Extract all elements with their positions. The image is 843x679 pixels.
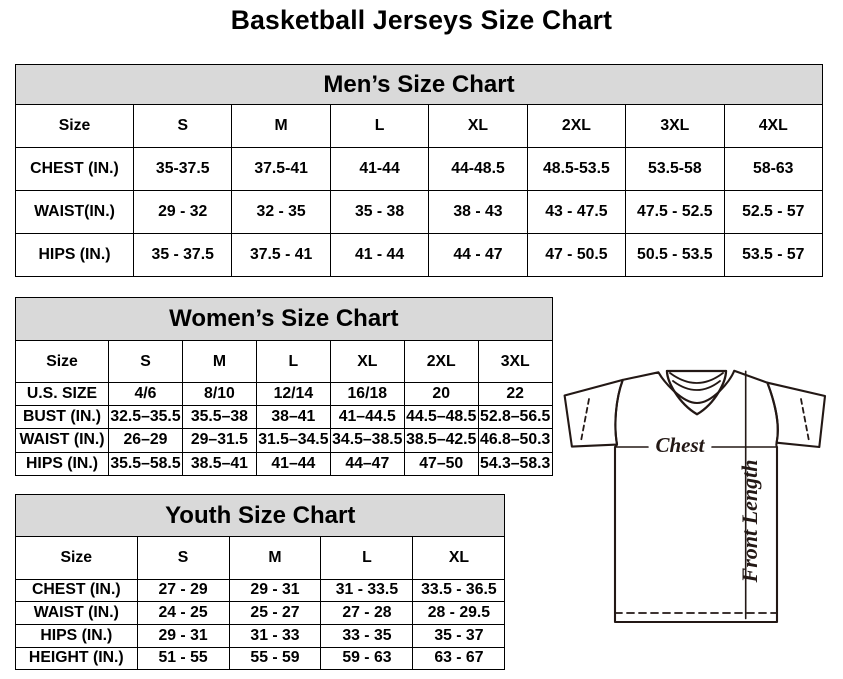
- svg-text:Front Length: Front Length: [737, 460, 762, 584]
- svg-text:Chest: Chest: [655, 433, 705, 457]
